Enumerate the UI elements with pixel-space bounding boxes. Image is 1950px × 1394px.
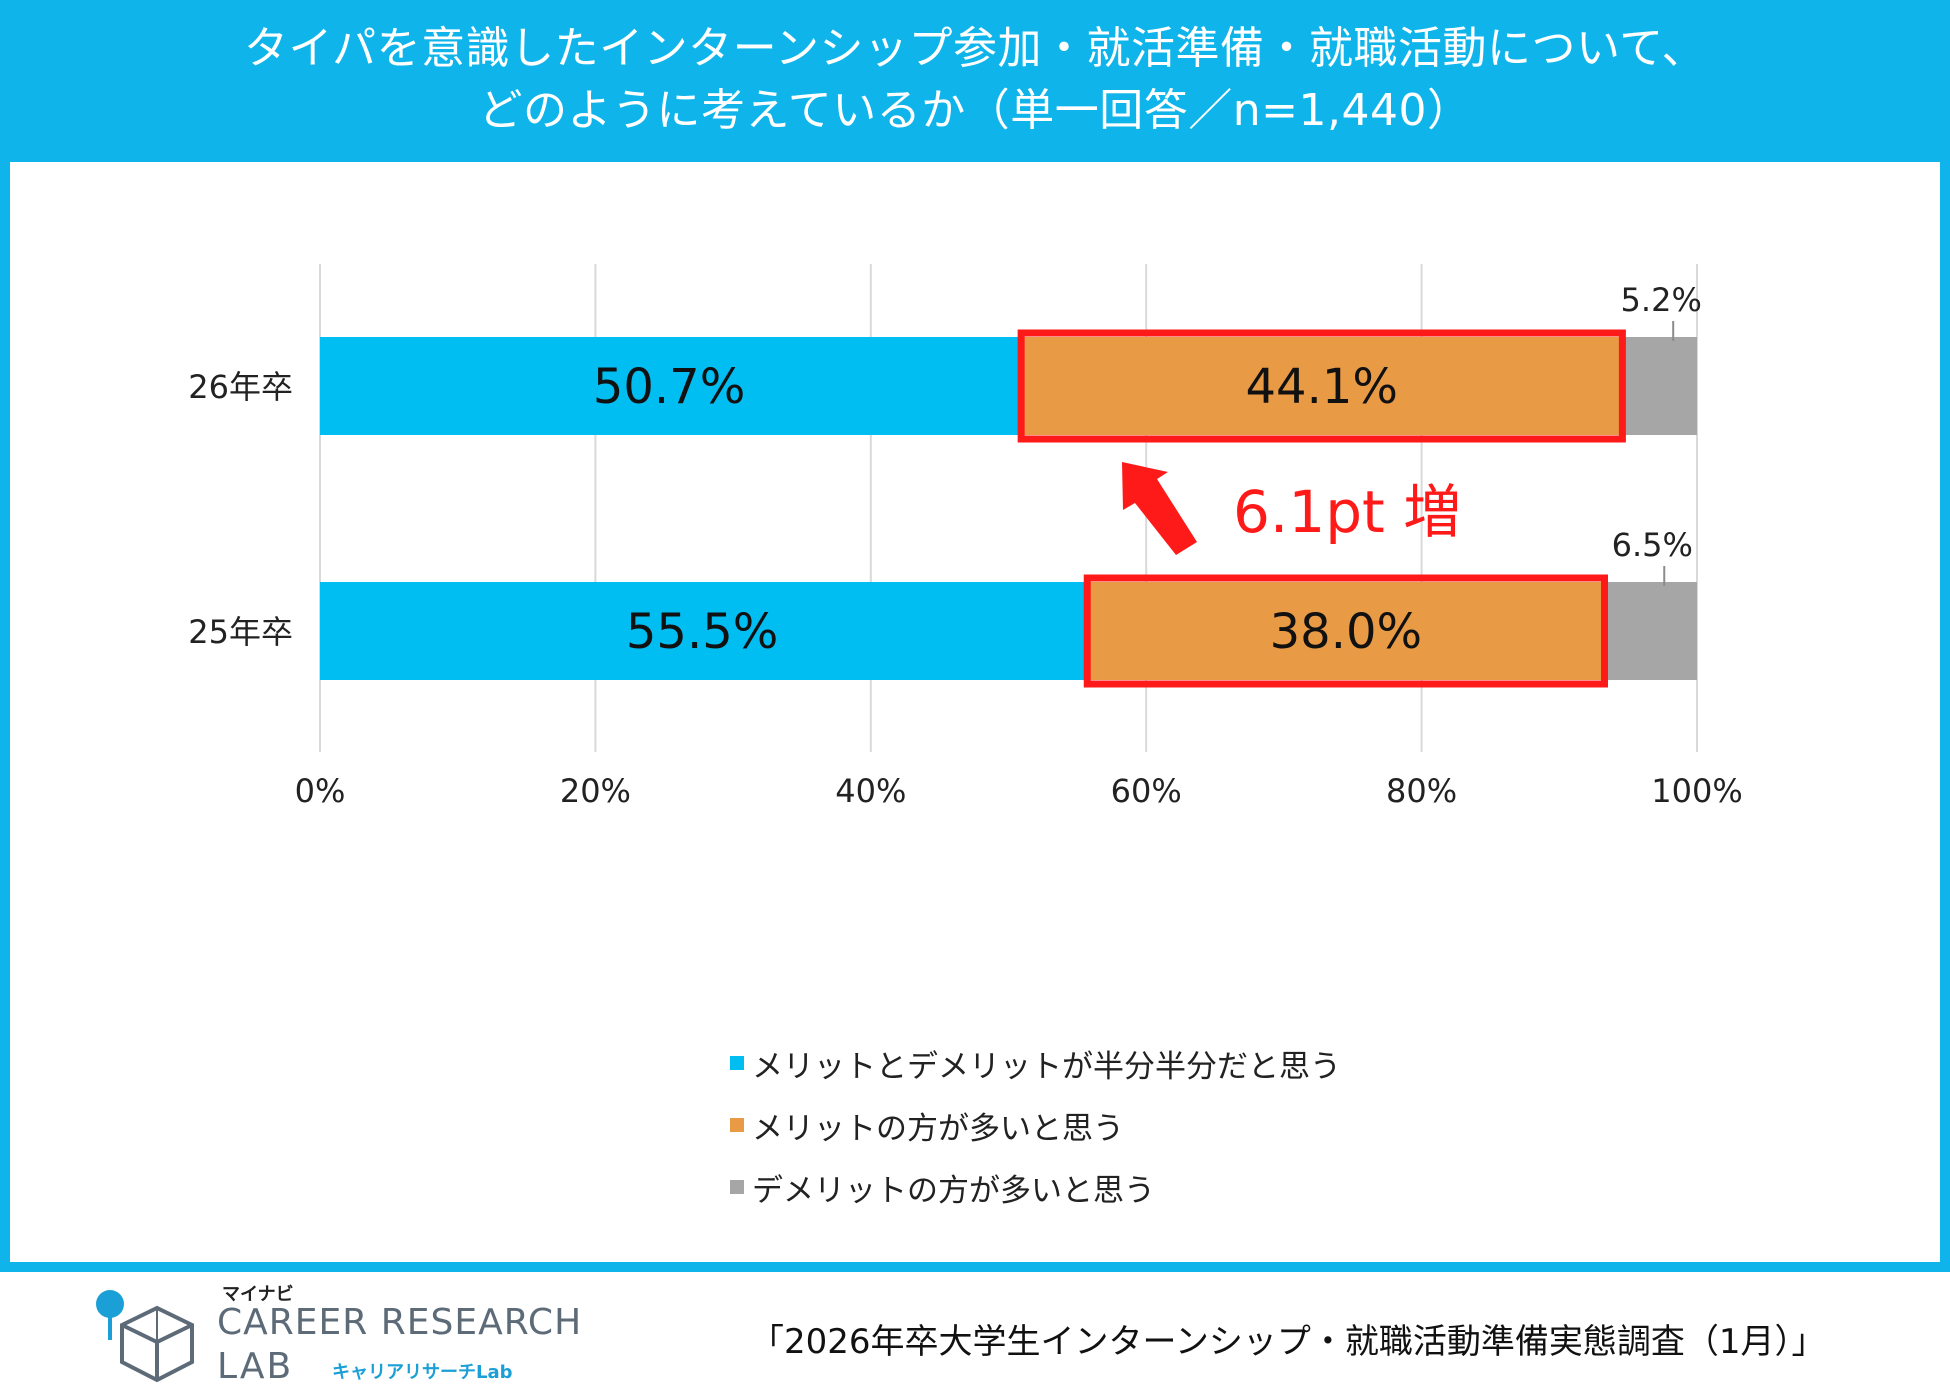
chart-panel: 0% 20% 40% 60% 80% 100% 26年卒 50.7% 44.1% 5.2% 25年卒… xyxy=(10,162,1940,1387)
survey-source: 「2026年卒大学生インターンシップ・就職活動準備実態調査（1月）」 xyxy=(750,1322,1826,1362)
data-label-0-1: 44.1% xyxy=(1246,359,1398,415)
bar-1-2 xyxy=(1607,582,1697,680)
logo-lab-text: LAB xyxy=(217,1346,294,1387)
data-label-1-2: 6.5% xyxy=(1612,526,1693,564)
bar-0-1 xyxy=(1018,337,1626,435)
logo-sub-text: キャリアリサーチLab xyxy=(332,1362,513,1383)
logo-main-text: CAREER RESEARCH xyxy=(217,1302,583,1343)
chart-header: タイパを意識したインターンシップ参加・就活準備・就職活動について、 どのように考… xyxy=(0,0,1950,160)
x-tick-label-20: 20% xyxy=(560,772,631,810)
data-label-0-0: 50.7% xyxy=(593,359,745,415)
stacked-bar-chart: 0% 20% 40% 60% 80% 100% 26年卒 50.7% 44.1% 5.2% 25年卒… xyxy=(188,264,1743,810)
highlight-box-1 xyxy=(1083,574,1608,688)
logo-cube-icon xyxy=(96,1290,194,1383)
career-research-lab-logo: マイナビ CAREER RESEARCH LAB キャリアリサーチLab xyxy=(92,1280,612,1390)
legend-swatch-2 xyxy=(730,1180,744,1194)
chart-legend: メリットとデメリットが半分半分だと思う メリットの方が多いと思う デメリットの方が多… xyxy=(730,1032,1341,1218)
x-tick-label-0: 0% xyxy=(295,772,346,810)
category-label-0: 26年卒 xyxy=(188,368,293,406)
legend-item-0: メリットとデメリットが半分半分だと思う xyxy=(730,1032,1341,1094)
chart-title-line-1: タイパを意識したインターンシップ参加・就活準備・就職活動について、 xyxy=(244,23,1706,74)
data-label-1-0: 55.5% xyxy=(626,604,778,660)
legend-swatch-0 xyxy=(730,1056,744,1070)
chart-title-line-2: どのように考えているか（単一回答／n=1,440） xyxy=(478,85,1472,136)
bar-1-1 xyxy=(1084,582,1608,680)
bar-1-0 xyxy=(320,582,1085,680)
bar-0-2 xyxy=(1625,337,1697,435)
data-label-0-2: 5.2% xyxy=(1621,281,1702,319)
category-label-1: 25年卒 xyxy=(188,613,293,651)
increase-arrow xyxy=(1122,462,1197,555)
highlight-box-0 xyxy=(1017,329,1626,443)
x-tick-label-60: 60% xyxy=(1111,772,1182,810)
x-tick-label-80: 80% xyxy=(1386,772,1457,810)
legend-label-0: メリットとデメリットが半分半分だと思う xyxy=(752,1048,1341,1085)
legend-item-1: メリットの方が多いと思う xyxy=(730,1094,1341,1156)
bar-0-0 xyxy=(320,337,1019,435)
legend-label-2: デメリットの方が多いと思う xyxy=(752,1172,1155,1209)
increase-annotation: 6.1pt 増 xyxy=(1233,478,1461,546)
legend-swatch-1 xyxy=(730,1118,744,1132)
x-tick-label-40: 40% xyxy=(835,772,906,810)
legend-item-2: デメリットの方が多いと思う xyxy=(730,1156,1341,1218)
x-tick-label-100: 100% xyxy=(1651,772,1742,810)
data-label-1-1: 38.0% xyxy=(1270,604,1422,660)
legend-label-1: メリットの方が多いと思う xyxy=(752,1110,1124,1147)
